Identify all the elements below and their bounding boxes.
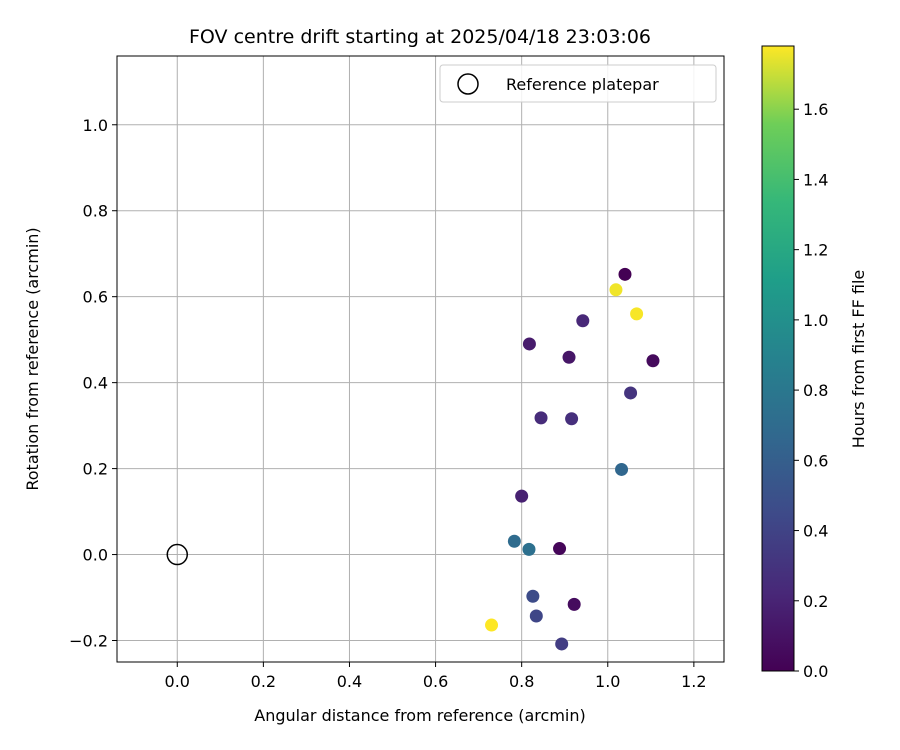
plot-frame bbox=[116, 55, 725, 663]
x-tick-label: 0.4 bbox=[337, 672, 362, 691]
x-axis-ticks: 0.0 0.2 0.4 0.6 0.8 1.0 1.2 bbox=[165, 662, 707, 691]
x-tick-label: 1.2 bbox=[681, 672, 706, 691]
colorbar-ticks: 0.0 0.2 0.4 0.6 0.8 1.0 1.2 1.4 1.6 bbox=[794, 100, 828, 681]
chart-title: FOV centre drift starting at 2025/04/18 … bbox=[189, 26, 651, 48]
colorbar-tick-label: 1.4 bbox=[803, 170, 828, 189]
data-points bbox=[485, 267, 660, 651]
data-point bbox=[553, 542, 567, 556]
data-point bbox=[522, 542, 536, 556]
legend-label-reference: Reference platepar bbox=[506, 75, 659, 94]
colorbar-tick-label: 0.2 bbox=[803, 592, 828, 611]
x-axis-label: Angular distance from reference (arcmin) bbox=[254, 706, 585, 725]
x-tick-label: 0.6 bbox=[423, 672, 448, 691]
y-tick-label: 1.0 bbox=[83, 116, 108, 135]
data-point bbox=[630, 307, 644, 321]
x-tick-label: 0.2 bbox=[251, 672, 276, 691]
y-tick-label: 0.0 bbox=[83, 546, 108, 565]
data-point bbox=[618, 267, 632, 281]
colorbar-tick-label: 0.0 bbox=[803, 662, 828, 681]
y-tick-label: 0.6 bbox=[83, 288, 108, 307]
y-axis-ticks: −0.2 0.0 0.2 0.4 0.6 0.8 1.0 bbox=[69, 116, 117, 651]
legend-box bbox=[439, 64, 717, 103]
data-point bbox=[485, 618, 499, 632]
y-tick-label: 0.4 bbox=[83, 374, 108, 393]
data-point bbox=[529, 609, 543, 623]
colorbar-gradient bbox=[761, 45, 795, 672]
data-point bbox=[555, 637, 569, 651]
colorbar-tick-label: 1.0 bbox=[803, 311, 828, 330]
data-point bbox=[526, 589, 540, 603]
y-tick-label: 0.8 bbox=[83, 202, 108, 221]
grid-lines bbox=[117, 56, 724, 662]
y-tick-label: 0.2 bbox=[83, 460, 108, 479]
data-point bbox=[562, 350, 576, 364]
y-axis-label: Rotation from reference (arcmin) bbox=[23, 227, 42, 490]
colorbar-tick-label: 0.8 bbox=[803, 381, 828, 400]
colorbar-tick-label: 1.2 bbox=[803, 241, 828, 260]
y-tick-label: −0.2 bbox=[69, 632, 108, 651]
data-point bbox=[507, 534, 521, 548]
colorbar: 0.0 0.2 0.4 0.6 0.8 1.0 1.2 1.4 1.6 Hours from f… bbox=[761, 45, 868, 681]
data-point bbox=[624, 386, 638, 400]
colorbar-tick-label: 0.6 bbox=[803, 451, 828, 470]
reference-platepar-marker bbox=[166, 543, 189, 566]
data-point bbox=[609, 283, 623, 297]
colorbar-label: Hours from first FF file bbox=[849, 270, 868, 449]
reference-marker-layer bbox=[166, 543, 189, 566]
data-point bbox=[534, 411, 548, 425]
data-point bbox=[576, 314, 590, 328]
colorbar-tick-label: 0.4 bbox=[803, 522, 828, 541]
data-point bbox=[615, 462, 629, 476]
legend: Reference platepar bbox=[439, 64, 717, 103]
data-point bbox=[565, 412, 579, 426]
x-tick-label: 1.0 bbox=[595, 672, 620, 691]
colorbar-tick-label: 1.6 bbox=[803, 100, 828, 119]
x-tick-label: 0.0 bbox=[165, 672, 190, 691]
data-point bbox=[515, 489, 529, 503]
data-point bbox=[646, 354, 660, 368]
data-point bbox=[567, 597, 581, 611]
legend-marker-icon bbox=[457, 73, 479, 95]
data-point bbox=[522, 337, 536, 351]
x-tick-label: 0.8 bbox=[509, 672, 534, 691]
